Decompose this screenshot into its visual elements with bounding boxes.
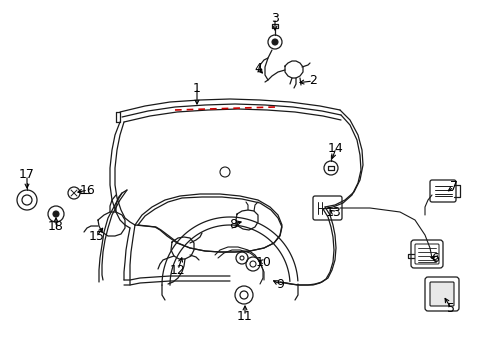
FancyBboxPatch shape [312, 196, 341, 220]
Text: 9: 9 [276, 278, 284, 291]
FancyBboxPatch shape [410, 240, 442, 268]
Text: 12: 12 [170, 264, 185, 276]
Circle shape [271, 39, 278, 45]
Text: 17: 17 [19, 168, 35, 181]
Text: 13: 13 [325, 207, 341, 220]
Text: 2: 2 [308, 75, 316, 87]
FancyBboxPatch shape [424, 277, 458, 311]
FancyBboxPatch shape [429, 180, 455, 202]
Text: 18: 18 [48, 220, 64, 234]
Text: 4: 4 [254, 62, 262, 75]
FancyBboxPatch shape [414, 244, 438, 264]
Text: 14: 14 [327, 141, 343, 154]
Text: 11: 11 [237, 310, 252, 323]
Text: 3: 3 [270, 12, 278, 24]
FancyBboxPatch shape [429, 282, 453, 306]
Text: 7: 7 [449, 180, 457, 194]
Text: 1: 1 [193, 81, 201, 94]
Text: 16: 16 [80, 184, 96, 197]
Text: 5: 5 [446, 302, 454, 315]
Text: 6: 6 [430, 252, 438, 265]
Text: 15: 15 [89, 230, 105, 243]
Text: 8: 8 [228, 217, 237, 230]
Text: 10: 10 [256, 256, 271, 269]
Circle shape [53, 211, 59, 217]
